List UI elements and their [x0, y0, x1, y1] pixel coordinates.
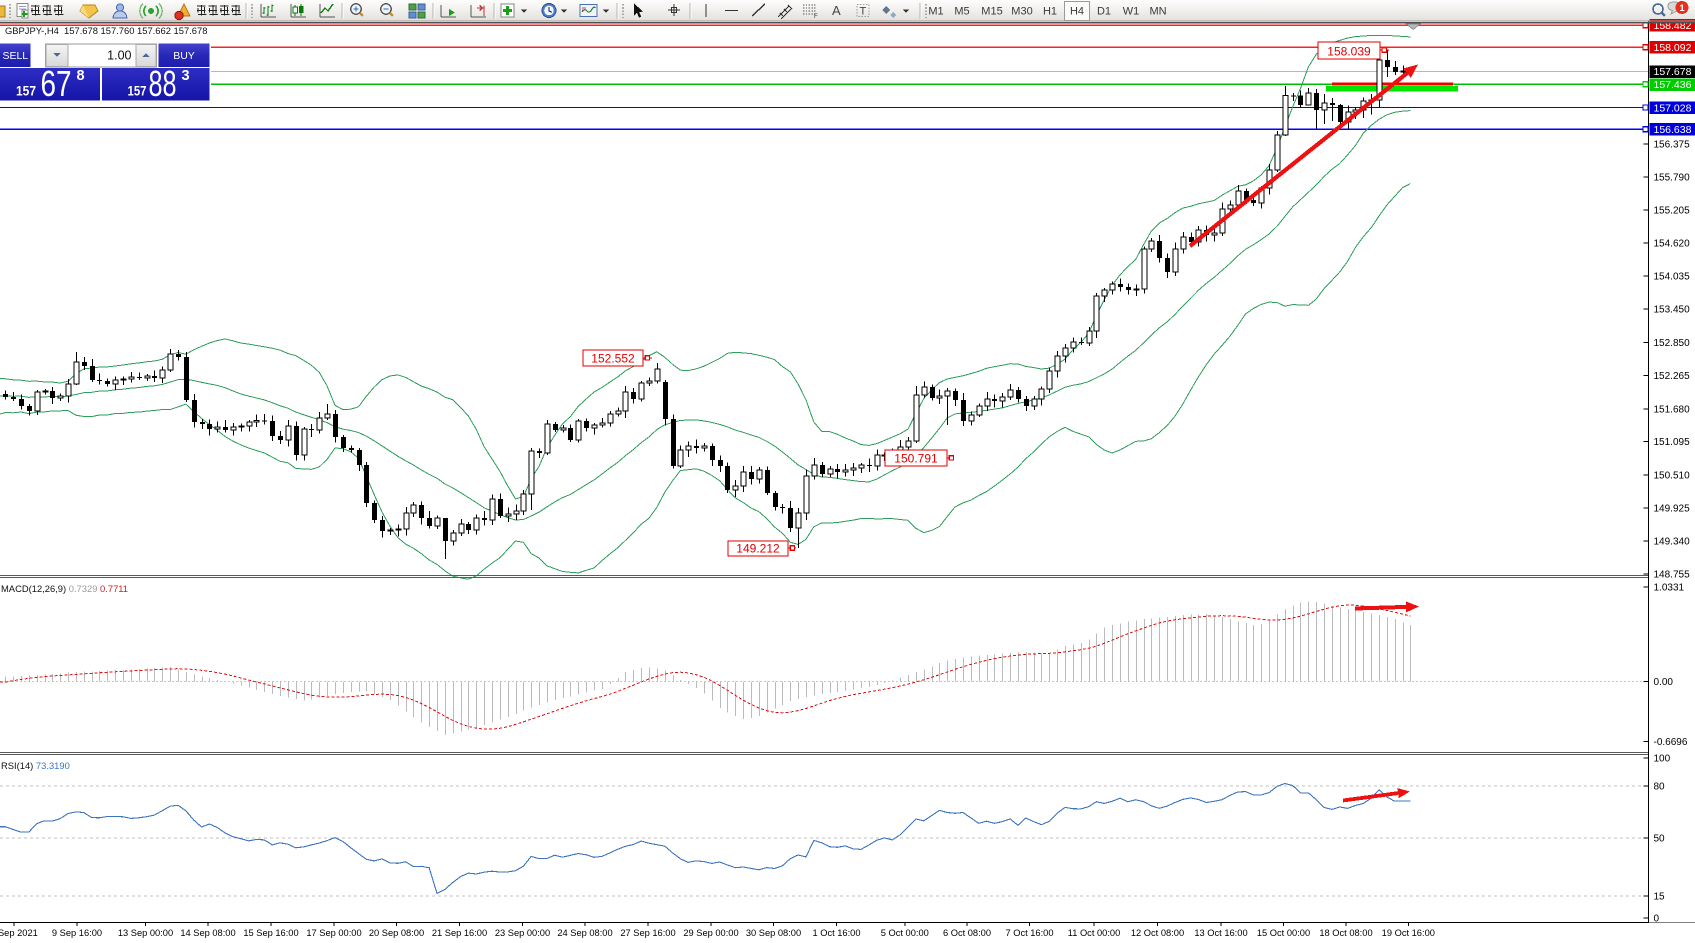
svg-text:50: 50	[1654, 834, 1666, 845]
svg-text:154.035: 154.035	[1654, 272, 1691, 283]
svg-text:148.755: 148.755	[1654, 570, 1691, 581]
svg-text:154.620: 154.620	[1654, 239, 1691, 250]
svg-text:17 Sep 00:00: 17 Sep 00:00	[306, 928, 361, 938]
svg-text:21 Sep 16:00: 21 Sep 16:00	[432, 928, 487, 938]
svg-text:27 Sep 16:00: 27 Sep 16:00	[620, 928, 675, 938]
svg-text:18 Oct 08:00: 18 Oct 08:00	[1319, 928, 1372, 938]
svg-text:158.039: 158.039	[1327, 45, 1371, 59]
svg-text:152.850: 152.850	[1654, 338, 1691, 349]
svg-text:24 Sep 08:00: 24 Sep 08:00	[557, 928, 612, 938]
svg-text:GBPJPY-,H4 157.678 157.760 15: GBPJPY-,H4 157.678 157.760 157.662 157.6…	[5, 25, 207, 36]
svg-text:29 Sep 00:00: 29 Sep 00:00	[683, 928, 738, 938]
svg-text:1.00: 1.00	[107, 49, 131, 63]
svg-text:0: 0	[1654, 914, 1660, 925]
svg-text:157.436: 157.436	[1654, 79, 1692, 91]
svg-text:13 Sep 00:00: 13 Sep 00:00	[118, 928, 173, 938]
svg-text:19 Oct 16:00: 19 Oct 16:00	[1382, 928, 1435, 938]
svg-text:MN: MN	[1149, 6, 1166, 18]
svg-text:157.678: 157.678	[1654, 66, 1692, 78]
svg-text:RSI(14) 73.3190: RSI(14) 73.3190	[1, 760, 70, 771]
svg-text:150.791: 150.791	[894, 452, 938, 466]
svg-text:A: A	[832, 3, 841, 18]
svg-text:156.375: 156.375	[1654, 140, 1691, 151]
svg-text:100: 100	[1654, 754, 1671, 765]
svg-text:88: 88	[149, 63, 177, 104]
svg-text:MACD(12,26,9) 0.7329 0.7711: MACD(12,26,9) 0.7329 0.7711	[1, 583, 128, 594]
svg-text:9 Sep 16:00: 9 Sep 16:00	[52, 928, 102, 938]
svg-text:3: 3	[182, 68, 190, 84]
svg-text:158.482: 158.482	[1654, 20, 1692, 32]
svg-text:155.205: 155.205	[1654, 206, 1691, 217]
svg-text:M1: M1	[928, 6, 943, 18]
svg-text:152.552: 152.552	[591, 352, 635, 366]
svg-text:M30: M30	[1011, 6, 1032, 18]
svg-text:12 Oct 08:00: 12 Oct 08:00	[1131, 928, 1184, 938]
svg-text:13 Oct 16:00: 13 Oct 16:00	[1194, 928, 1247, 938]
svg-text:155.790: 155.790	[1654, 173, 1691, 184]
svg-text:151.095: 151.095	[1654, 437, 1691, 448]
svg-text:T: T	[860, 6, 867, 18]
svg-text:15: 15	[1654, 892, 1666, 903]
svg-text:153.450: 153.450	[1654, 305, 1691, 316]
svg-text:150.510: 150.510	[1654, 471, 1691, 482]
svg-text:H4: H4	[1070, 6, 1084, 18]
svg-text:8 Sep 2021: 8 Sep 2021	[0, 928, 38, 938]
svg-text:6 Oct 08:00: 6 Oct 08:00	[943, 928, 991, 938]
svg-text:1: 1	[1679, 3, 1685, 14]
svg-text:149.212: 149.212	[736, 542, 780, 556]
svg-text:W1: W1	[1123, 6, 1140, 18]
svg-text:1.0331: 1.0331	[1654, 583, 1685, 594]
svg-text:152.265: 152.265	[1654, 371, 1691, 382]
svg-text:149.925: 149.925	[1654, 504, 1691, 515]
svg-text:67: 67	[41, 63, 72, 104]
svg-text:15 Sep 16:00: 15 Sep 16:00	[243, 928, 298, 938]
svg-text:D1: D1	[1097, 6, 1111, 18]
svg-text:7 Oct 16:00: 7 Oct 16:00	[1005, 928, 1053, 938]
svg-text:8: 8	[77, 68, 85, 84]
svg-text:5 Oct 00:00: 5 Oct 00:00	[881, 928, 929, 938]
svg-text:30 Sep 08:00: 30 Sep 08:00	[746, 928, 801, 938]
svg-text:F: F	[814, 14, 818, 20]
svg-text:15 Oct 00:00: 15 Oct 00:00	[1257, 928, 1310, 938]
svg-text:M15: M15	[981, 6, 1002, 18]
svg-text:0.00: 0.00	[1654, 677, 1674, 688]
svg-text:14 Sep 08:00: 14 Sep 08:00	[180, 928, 235, 938]
svg-text:1 Oct 16:00: 1 Oct 16:00	[812, 928, 860, 938]
svg-text:157: 157	[16, 83, 36, 99]
svg-text:BUY: BUY	[173, 50, 195, 62]
svg-text:80: 80	[1654, 782, 1666, 793]
svg-text:149.340: 149.340	[1654, 537, 1691, 548]
svg-text:158.092: 158.092	[1654, 42, 1692, 54]
svg-text:M5: M5	[954, 6, 969, 18]
svg-text:157: 157	[128, 83, 147, 99]
svg-text:151.680: 151.680	[1654, 405, 1691, 416]
svg-text:157.028: 157.028	[1654, 102, 1692, 114]
svg-text:SELL: SELL	[2, 50, 28, 62]
svg-text:23 Sep 00:00: 23 Sep 00:00	[495, 928, 550, 938]
svg-text:20 Sep 08:00: 20 Sep 08:00	[369, 928, 424, 938]
svg-text:H1: H1	[1043, 6, 1057, 18]
svg-text:11 Oct 00:00: 11 Oct 00:00	[1068, 928, 1121, 938]
svg-text:156.638: 156.638	[1654, 124, 1692, 136]
svg-text:-0.6696: -0.6696	[1654, 737, 1688, 748]
